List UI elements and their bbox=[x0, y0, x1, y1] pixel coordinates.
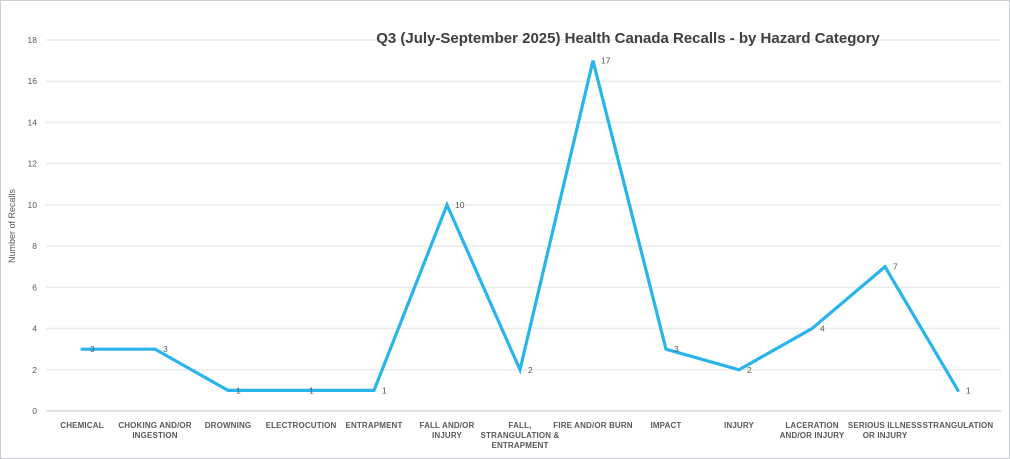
data-point-label: 2 bbox=[747, 365, 752, 375]
x-axis-category-label: INJURY bbox=[724, 421, 754, 430]
x-axis-category-label-line: ENTRAPMENT bbox=[345, 421, 402, 430]
data-point-label: 3 bbox=[163, 344, 168, 354]
x-axis-category-label-line: STRANGULATION & bbox=[481, 431, 560, 440]
x-axis-category-label-line: INJURY bbox=[432, 431, 462, 440]
x-axis-category-label-line: CHEMICAL bbox=[60, 421, 103, 430]
x-axis-category-label: DROWNING bbox=[205, 421, 252, 430]
y-axis-tick-label: 4 bbox=[32, 324, 37, 334]
data-point-label: 17 bbox=[601, 56, 611, 66]
x-axis-category-label-line: FALL, bbox=[509, 421, 532, 430]
data-point-label: 1 bbox=[966, 385, 971, 395]
x-axis-category-label-line: CHOKING AND/OR bbox=[118, 421, 191, 430]
y-axis-tick-label: 10 bbox=[28, 200, 38, 210]
x-axis-category-label-line: ELECTROCUTION bbox=[266, 421, 337, 430]
y-axis-tick-label: 16 bbox=[28, 76, 38, 86]
data-point-label: 4 bbox=[820, 324, 825, 334]
x-axis-category-label: CHEMICAL bbox=[60, 421, 103, 430]
x-axis-category-label: FALL AND/OR INJURY bbox=[420, 421, 475, 440]
x-axis-category-label-line: ENTRAPMENT bbox=[491, 441, 548, 450]
y-axis-tick-label: 12 bbox=[28, 159, 38, 169]
x-axis-category-label-line: DROWNING bbox=[205, 421, 252, 430]
data-point-label: 1 bbox=[309, 385, 314, 395]
y-axis-tick-labels: 0 2 4 6 8 10 12 14 16 18 bbox=[28, 35, 38, 416]
x-axis-category-label: FIRE AND/OR BURN bbox=[553, 421, 633, 430]
x-axis-category-label: IMPACT bbox=[651, 421, 682, 430]
data-point-label: 2 bbox=[528, 365, 533, 375]
y-axis-tick-label: 0 bbox=[32, 406, 37, 416]
y-axis-tick-label: 8 bbox=[32, 241, 37, 251]
data-point-label: 1 bbox=[236, 385, 241, 395]
data-point-label: 3 bbox=[90, 344, 95, 354]
data-point-label: 3 bbox=[674, 344, 679, 354]
x-axis-category-label: SERIOUS ILLNESS OR INJURY bbox=[848, 421, 923, 440]
x-axis-category-label-line: STRANGULATION bbox=[923, 421, 994, 430]
gridlines bbox=[46, 39, 1001, 412]
y-axis-title: Number of Recalls bbox=[7, 188, 17, 263]
y-axis-tick-label: 18 bbox=[28, 35, 38, 45]
x-axis-category-label-line: SERIOUS ILLNESS bbox=[848, 421, 923, 430]
x-axis-category-label-line: FALL AND/OR bbox=[420, 421, 475, 430]
x-axis-category-label: FALL, STRANGULATION & ENTRAPMENT bbox=[481, 421, 560, 450]
x-axis-category-label-line: LACERATION bbox=[785, 421, 838, 430]
x-axis-category-label-line: INJURY bbox=[724, 421, 754, 430]
x-axis-category-label: ENTRAPMENT bbox=[345, 421, 402, 430]
data-point-label: 1 bbox=[382, 385, 387, 395]
x-axis-category-label-line: INGESTION bbox=[132, 431, 177, 440]
data-point-label: 10 bbox=[455, 200, 465, 210]
x-axis-category-labels: CHEMICAL CHOKING AND/OR INGESTION DROWNING E… bbox=[60, 421, 993, 450]
x-axis-category-label: STRANGULATION bbox=[923, 421, 994, 430]
x-axis-category-label: CHOKING AND/OR INGESTION bbox=[118, 421, 191, 440]
series-line bbox=[80, 60, 960, 392]
x-axis-category-label-line: AND/OR INJURY bbox=[780, 431, 845, 440]
x-axis-category-label: ELECTROCUTION bbox=[266, 421, 337, 430]
chart-title: Q3 (July-September 2025) Health Canada R… bbox=[376, 30, 880, 47]
x-axis-category-label-line: FIRE AND/OR BURN bbox=[553, 421, 633, 430]
y-axis-tick-label: 6 bbox=[32, 282, 37, 292]
x-axis-category-label: LACERATION AND/OR INJURY bbox=[780, 421, 845, 440]
x-axis-category-label-line: OR INJURY bbox=[863, 431, 908, 440]
x-axis-category-label-line: IMPACT bbox=[651, 421, 682, 430]
data-point-label: 7 bbox=[893, 262, 898, 272]
y-axis-tick-label: 14 bbox=[28, 117, 38, 127]
y-axis-tick-label: 2 bbox=[32, 365, 37, 375]
